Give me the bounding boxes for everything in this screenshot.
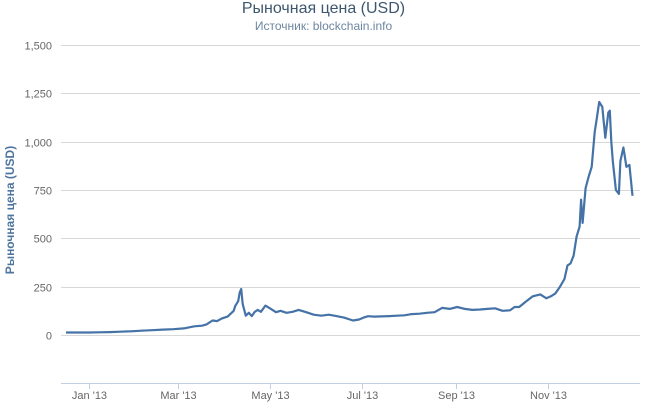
x-ticks: Jan '13 Mar '13 May '13 Jul '13 Sep '13 Nov '… [72,383,567,402]
x-tick-label: Sep '13 [438,390,475,402]
y-tick-label: 0 [46,331,52,343]
x-tick-label: Mar '13 [160,390,196,402]
x-tick-label: Jan '13 [72,390,107,402]
chart-subtitle: Источник: blockchain.info [254,19,393,33]
y-tick-label: 750 [34,186,52,198]
y-tick-label: 1,500 [24,41,52,53]
x-tick-label: Nov '13 [530,390,567,402]
y-tick-label: 250 [34,283,52,295]
y-tick-label: 1,000 [24,138,52,150]
y-axis-label: Рыночная цена (USD) [3,146,17,274]
y-tick-labels: 0 250 500 750 1,000 1,250 1,500 [24,41,52,343]
y-gridlines [61,45,640,336]
x-tick-label: May '13 [251,390,289,402]
price-series-line [66,100,634,334]
y-tick-label: 500 [34,234,52,246]
chart-title: Рыночная цена (USD) [241,0,406,17]
y-tick-label: 1,250 [24,89,52,101]
x-tick-label: Jul '13 [347,390,378,402]
